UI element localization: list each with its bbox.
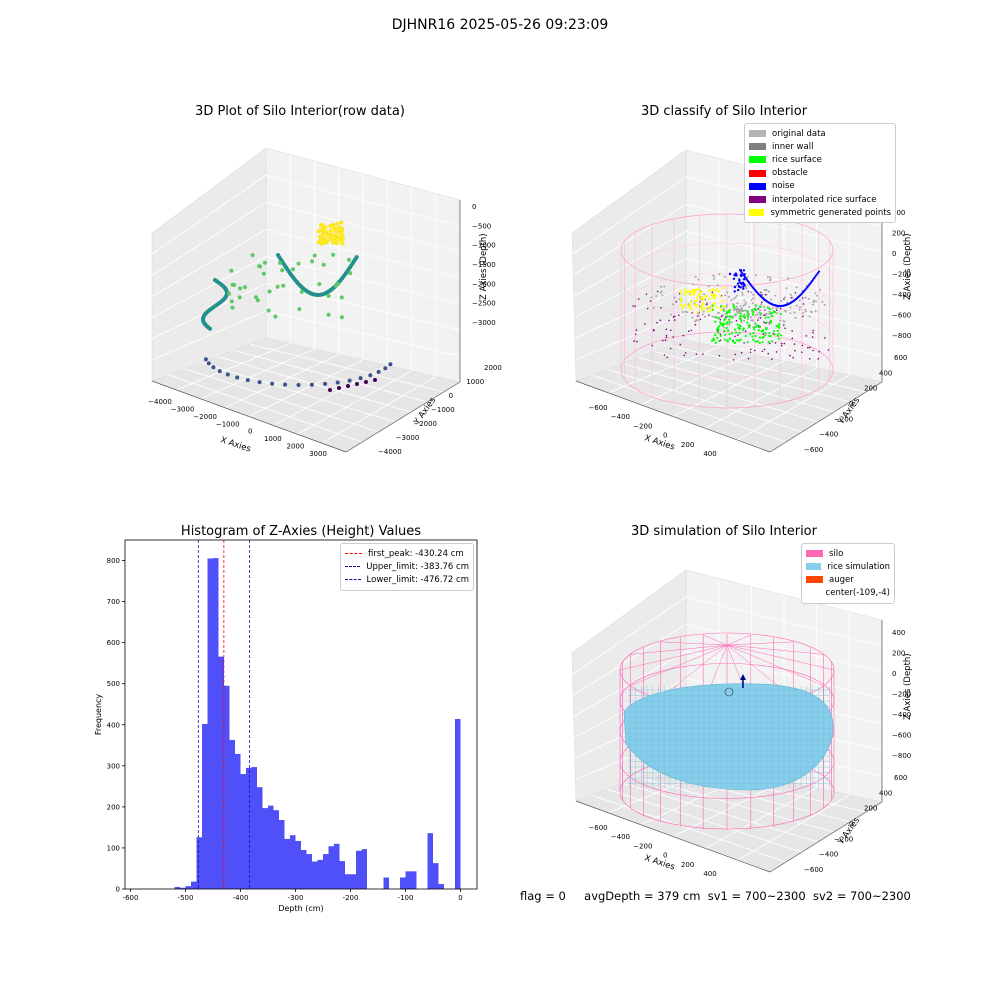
z-tick-label: 400 bbox=[892, 629, 905, 637]
legend-entry: silo bbox=[806, 547, 890, 560]
legend-label: auger bbox=[829, 575, 854, 585]
legend-entry: center(-109,-4) bbox=[806, 587, 890, 600]
legend-entry: rice simulation bbox=[806, 560, 890, 573]
legend-swatch bbox=[806, 590, 820, 597]
x-tick-label: −200 bbox=[633, 842, 652, 850]
z-tick-label: 0 bbox=[892, 670, 896, 678]
y-tick-label: −600 bbox=[804, 866, 823, 874]
legend-swatch bbox=[806, 550, 823, 557]
z-tick-label: −800 bbox=[892, 752, 911, 760]
z-axis-label: Z Axies (Depth) bbox=[903, 653, 913, 720]
y-tick-label: −400 bbox=[819, 851, 838, 859]
z-tick-label: −600 bbox=[892, 732, 911, 740]
legend-label: rice simulation bbox=[827, 562, 890, 572]
panel4-legend: silo rice simulation auger center(-109,-4) bbox=[801, 543, 895, 604]
status-footer: flag = 0 avgDepth = 379 cm sv1 = 700~230… bbox=[520, 889, 911, 903]
x-tick-label: 400 bbox=[703, 870, 716, 878]
x-axis-label: X Axies bbox=[643, 853, 676, 872]
legend-swatch bbox=[806, 576, 823, 583]
legend-label: silo bbox=[829, 549, 843, 559]
x-tick-label: −400 bbox=[611, 833, 630, 841]
legend-label: center(-109,-4) bbox=[826, 588, 890, 598]
flag-text: flag = 0 bbox=[520, 889, 566, 903]
legend-swatch bbox=[806, 563, 821, 570]
sv1-text: sv1 = 700~2300 bbox=[708, 889, 806, 903]
y-tick-label: 400 bbox=[879, 789, 892, 797]
y-tick-label: 200 bbox=[864, 805, 877, 813]
y-tick-label: 600 bbox=[894, 774, 907, 782]
x-tick-label: −600 bbox=[588, 824, 607, 832]
legend-entry: auger bbox=[806, 573, 890, 586]
avg-depth-text: avgDepth = 379 cm bbox=[584, 889, 700, 903]
sv2-text: sv2 = 700~2300 bbox=[813, 889, 911, 903]
x-tick-label: 200 bbox=[681, 861, 694, 869]
